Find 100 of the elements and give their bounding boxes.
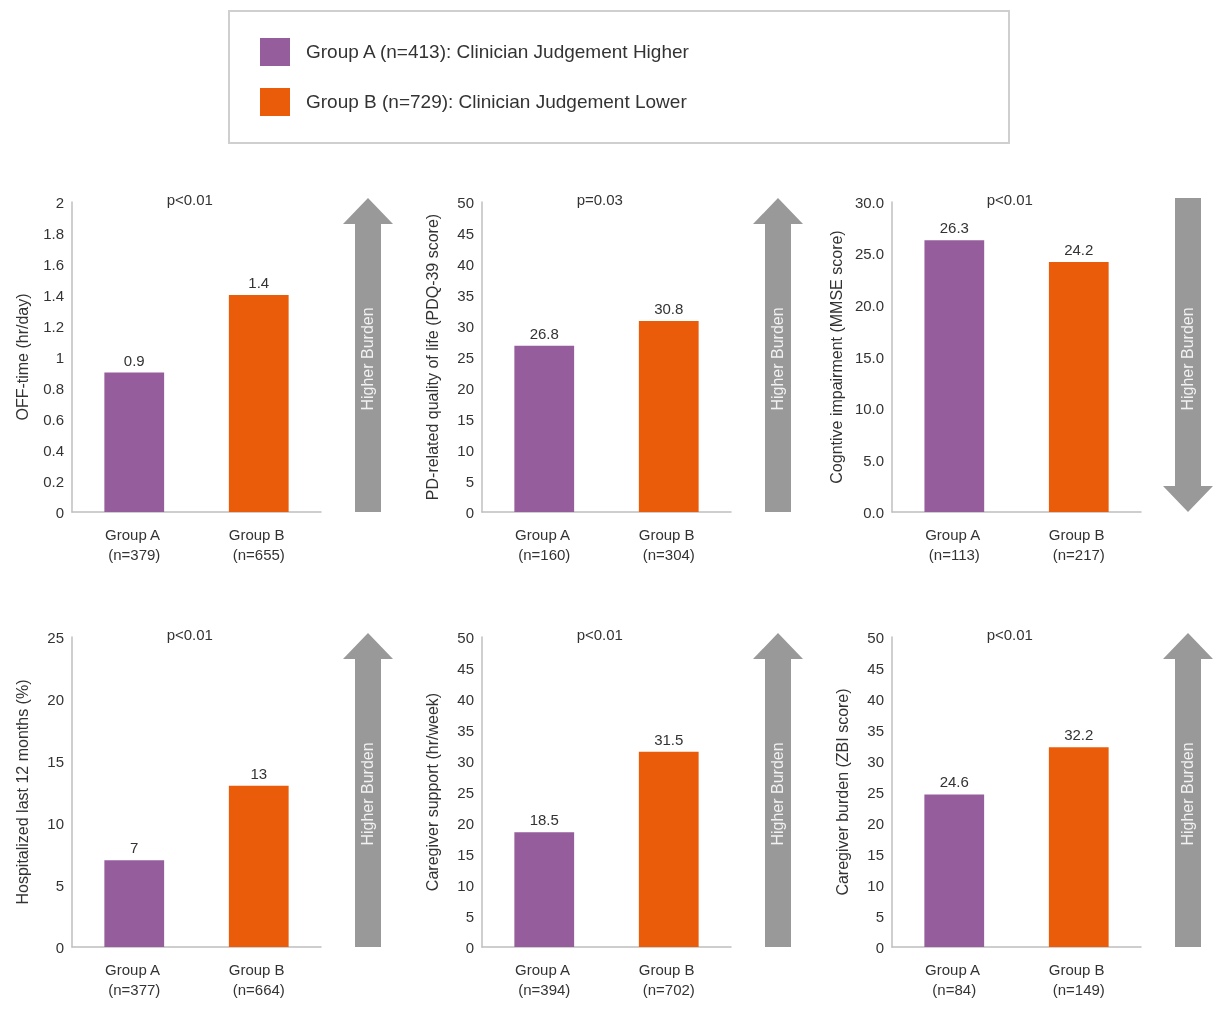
y-tick-label: 15 (457, 410, 474, 428)
x-tick-label: Group B (n=149) (1048, 960, 1109, 998)
data-label: 24.6 (939, 773, 969, 791)
y-tick-label: 5 (875, 907, 884, 925)
y-tick-label: 50 (867, 628, 884, 646)
y-tick-label: 1.2 (43, 317, 64, 335)
y-tick-label: 0.4 (43, 441, 64, 459)
y-tick-label: 40 (457, 255, 474, 273)
y-tick-label: 20 (867, 814, 884, 832)
y-tick-label: 5 (55, 876, 64, 894)
y-tick-label: 40 (867, 690, 884, 708)
x-tick-label: Group A (n=379) (105, 525, 164, 563)
y-axis-title: Hospitalized last 12 months (%) (13, 679, 31, 905)
y-tick-label: 1 (55, 348, 64, 366)
annotation: p<0.01 (986, 191, 1033, 208)
y-tick-label: 15 (867, 845, 884, 863)
y-tick-label: 10 (457, 441, 474, 459)
y-tick-label: 10 (867, 876, 884, 894)
y-tick-label: 10 (47, 814, 64, 832)
y-tick-label: 15.0 (854, 348, 885, 366)
y-axis-title: OFF-time (hr/day) (13, 293, 31, 421)
text: Higher Burden (1179, 307, 1197, 411)
text: Higher Burden (359, 742, 377, 846)
y-tick-label: 1.8 (43, 224, 64, 242)
text: Higher Burden (1179, 742, 1197, 846)
y-tick-label: 25.0 (854, 245, 885, 263)
y-tick-label: 45 (867, 659, 884, 677)
y-tick-label: 5 (465, 472, 474, 490)
y-tick-label: 0 (55, 503, 64, 521)
y-tick-label: 35 (457, 721, 474, 739)
y-tick-label: 30.0 (854, 193, 885, 211)
y-tick-label: 10.0 (854, 400, 885, 418)
x-tick-label: Group B (n=664) (228, 960, 289, 998)
legend-label: Group B (n=729): Clinician Judgement Lower (306, 91, 687, 113)
data-label: 26.3 (939, 219, 969, 237)
y-axis-title: Caregiver burden (ZBI score) (833, 688, 851, 896)
y-tick-label: 0.6 (43, 410, 64, 428)
y-tick-label: 5 (465, 907, 474, 925)
y-tick-label: 45 (457, 659, 474, 677)
text: Higher Burden (769, 307, 787, 411)
data-label: 32.2 (1064, 726, 1094, 744)
y-tick-label: 15 (457, 845, 474, 863)
x-tick-label: Group A (n=160) (515, 525, 574, 563)
y-tick-label: 45 (457, 224, 474, 242)
y-tick-label: 30 (457, 752, 474, 770)
legend-label: Group A (n=413): Clinician Judgement Higher (306, 41, 689, 63)
y-tick-label: 0.8 (43, 379, 64, 397)
data-label: 24.2 (1064, 240, 1094, 258)
x-tick-label: Group B (n=304) (638, 525, 699, 563)
y-tick-label: 25 (47, 628, 64, 646)
data-label: 18.5 (529, 811, 559, 829)
y-tick-label: 20.0 (854, 296, 885, 314)
y-tick-label: 20 (457, 379, 474, 397)
data-label: 31.5 (654, 730, 684, 748)
y-axis-title: Cogntive impairment (MMSE score) (827, 230, 845, 484)
y-tick-label: 0.0 (863, 503, 885, 521)
y-tick-label: 40 (457, 690, 474, 708)
x-tick-label: Group A (n=394) (515, 960, 574, 998)
y-tick-label: 20 (47, 690, 64, 708)
y-tick-label: 50 (457, 193, 474, 211)
annotation: p<0.01 (166, 626, 213, 643)
y-axis-title: Caregiver support (hr/week) (423, 692, 441, 892)
annotation: p<0.01 (166, 191, 213, 208)
x-tick-label: Group B (n=217) (1048, 525, 1109, 563)
y-axis-title: PD-related quality of life (PDQ-39 score) (423, 213, 441, 501)
x-tick-label: Group A (n=84) (925, 960, 984, 998)
y-tick-label: 0 (875, 938, 884, 956)
y-tick-label: 25 (867, 783, 884, 801)
y-tick-label: 1.6 (43, 255, 64, 273)
data-label: 0.9 (123, 351, 145, 369)
y-tick-label: 0.2 (43, 472, 64, 490)
y-tick-label: 10 (457, 876, 474, 894)
y-tick-label: 20 (457, 814, 474, 832)
y-tick-label: 30 (867, 752, 884, 770)
x-tick-label: Group A (n=113) (925, 525, 984, 563)
y-tick-label: 15 (47, 752, 64, 770)
data-label: 30.8 (654, 300, 684, 318)
y-tick-label: 25 (457, 348, 474, 366)
y-tick-label: 30 (457, 317, 474, 335)
y-tick-label: 35 (457, 286, 474, 304)
annotation: p<0.01 (576, 626, 623, 643)
y-tick-label: 5.0 (863, 451, 885, 469)
y-tick-label: 25 (457, 783, 474, 801)
data-label: 13 (250, 764, 268, 782)
data-label: 1.4 (248, 274, 270, 291)
y-tick-label: 1.4 (43, 286, 64, 304)
y-tick-label: 2 (55, 193, 64, 211)
x-tick-label: Group B (n=655) (228, 525, 289, 563)
x-tick-label: Group A (n=377) (105, 960, 164, 998)
data-label: 7 (130, 839, 139, 857)
y-tick-label: 0 (55, 938, 64, 956)
text: Higher Burden (359, 307, 377, 411)
data-label: 26.8 (529, 324, 559, 342)
annotation: p=0.03 (576, 191, 623, 208)
annotation: p<0.01 (986, 626, 1033, 643)
y-tick-label: 50 (457, 628, 474, 646)
y-tick-label: 0 (465, 503, 474, 521)
y-tick-label: 0 (465, 938, 474, 956)
text: Higher Burden (769, 742, 787, 846)
y-tick-label: 35 (867, 721, 884, 739)
